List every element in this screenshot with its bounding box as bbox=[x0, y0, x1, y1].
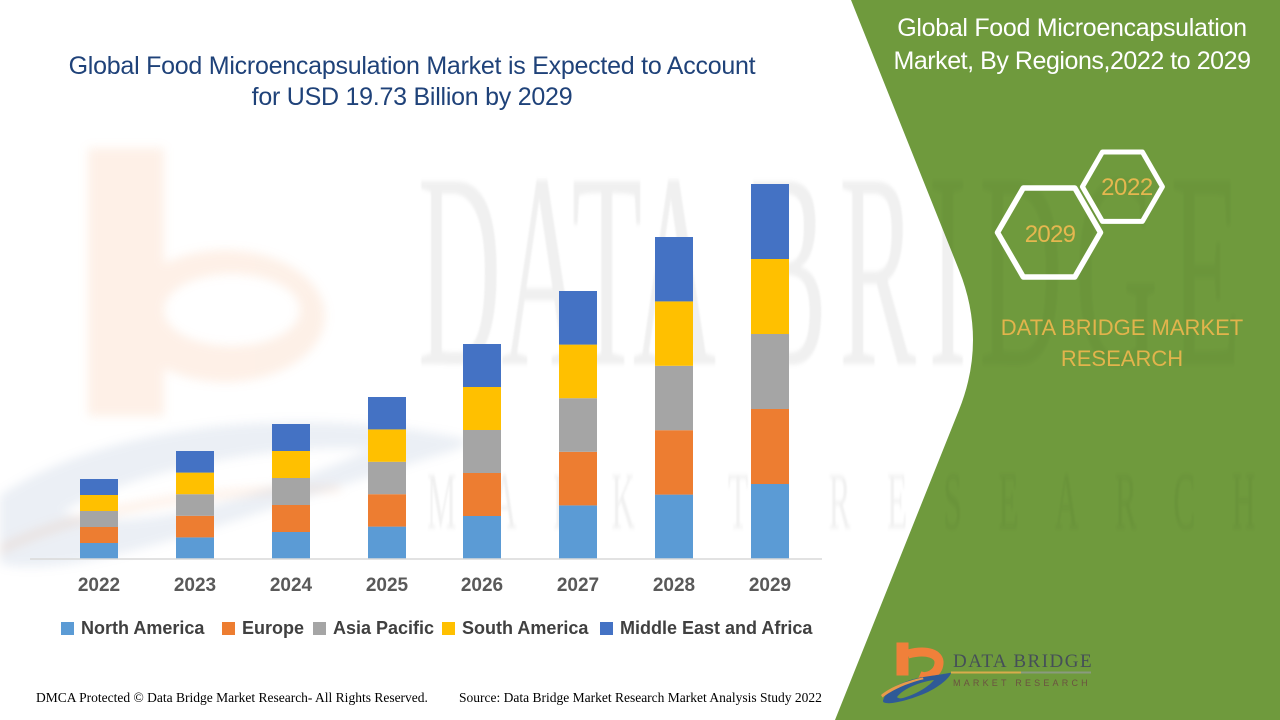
svg-text:DATA BRIDGE: DATA BRIDGE bbox=[953, 651, 1093, 672]
svg-text:MARKET RESEARCH: MARKET RESEARCH bbox=[953, 678, 1091, 688]
